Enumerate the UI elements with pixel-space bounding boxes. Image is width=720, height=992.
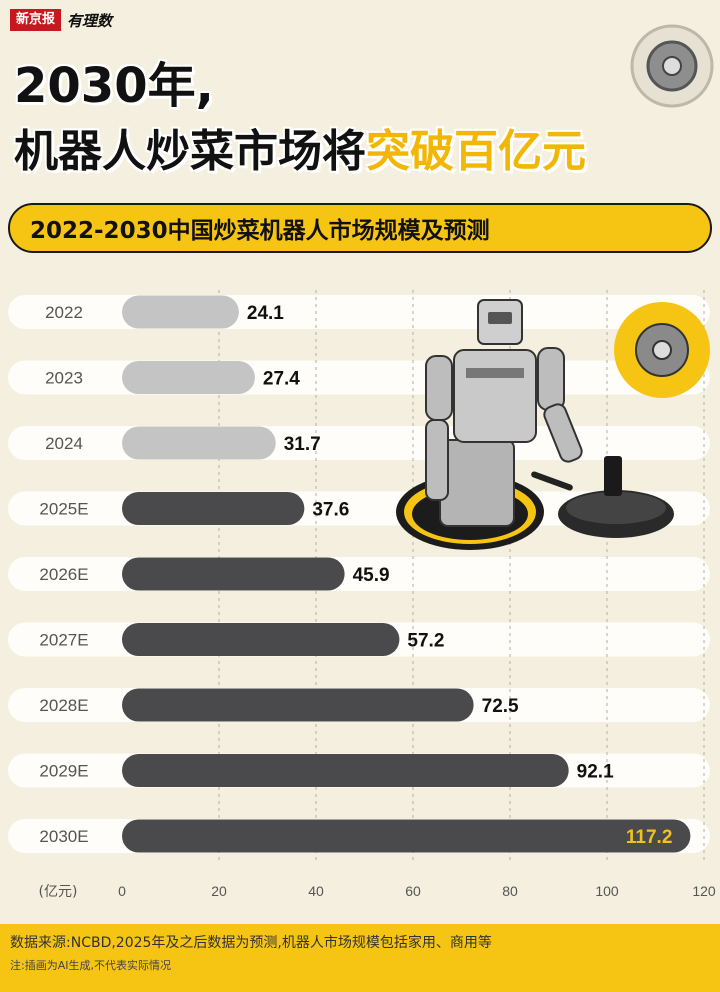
- headline-line2-normal: 机器人炒菜市场将: [14, 126, 366, 177]
- category-label: 2029E: [39, 762, 88, 781]
- category-label: 2022: [45, 303, 83, 322]
- x-tick-label: 40: [308, 883, 324, 899]
- value-label: 31.7: [284, 434, 321, 455]
- bar: [122, 361, 255, 394]
- chart-subtitle: 2022-2030中国炒菜机器人市场规模及预测: [8, 203, 712, 253]
- row-background: [8, 360, 710, 395]
- x-tick-label: 20: [211, 883, 227, 899]
- brand-name: 新京报: [10, 9, 62, 31]
- category-label: 2024: [45, 434, 83, 453]
- note-text: 注:插画为AI生成,不代表实际情况: [10, 959, 171, 972]
- bar: [122, 492, 305, 525]
- gear-icon: [630, 24, 714, 108]
- robot-cooking-illustration: [396, 299, 710, 550]
- value-label: 117.2: [626, 827, 673, 848]
- x-tick-label: 120: [692, 883, 716, 899]
- bar: [122, 426, 276, 460]
- value-label: 92.1: [577, 762, 614, 783]
- headline-line1: 2030年,: [14, 58, 214, 114]
- category-label: 2030E: [39, 827, 88, 846]
- x-tick-label: 100: [595, 883, 619, 899]
- headline-line2: 机器人炒菜市场将突破百亿元: [14, 124, 586, 180]
- category-label: 2027E: [39, 631, 88, 650]
- value-label: 24.1: [247, 303, 284, 324]
- bar: [122, 754, 569, 787]
- row-background: [8, 426, 710, 460]
- bar: [122, 623, 400, 656]
- category-label: 2023: [45, 369, 83, 388]
- headline-line2-highlight: 突破百亿元: [366, 126, 586, 177]
- x-tick-label: 80: [502, 883, 518, 899]
- value-label: 45.9: [353, 565, 390, 586]
- value-label: 57.2: [407, 631, 444, 652]
- axis-unit-label: (亿元): [39, 884, 78, 900]
- footer: 数据来源:NCBD,2025年及之后数据为预测,机器人市场规模包括家用、商用等 …: [0, 924, 720, 992]
- category-label: 2028E: [39, 696, 88, 715]
- value-label: 72.5: [482, 696, 519, 717]
- bar: [122, 295, 239, 329]
- brand-column: 有理数: [67, 11, 113, 30]
- bar: [122, 819, 691, 853]
- category-label: 2025E: [39, 500, 88, 519]
- brand-logo: 新京报 有理数: [10, 8, 112, 32]
- source-text: 数据来源:NCBD,2025年及之后数据为预测,机器人市场规模包括家用、商用等: [10, 935, 492, 951]
- row-background: [8, 295, 710, 329]
- value-label: 37.6: [312, 500, 349, 521]
- x-tick-label: 60: [405, 883, 421, 899]
- x-tick-label: 0: [118, 883, 126, 899]
- bar: [122, 688, 474, 722]
- value-label: 27.4: [263, 369, 300, 390]
- category-label: 2026E: [39, 565, 88, 584]
- bar: [122, 557, 345, 591]
